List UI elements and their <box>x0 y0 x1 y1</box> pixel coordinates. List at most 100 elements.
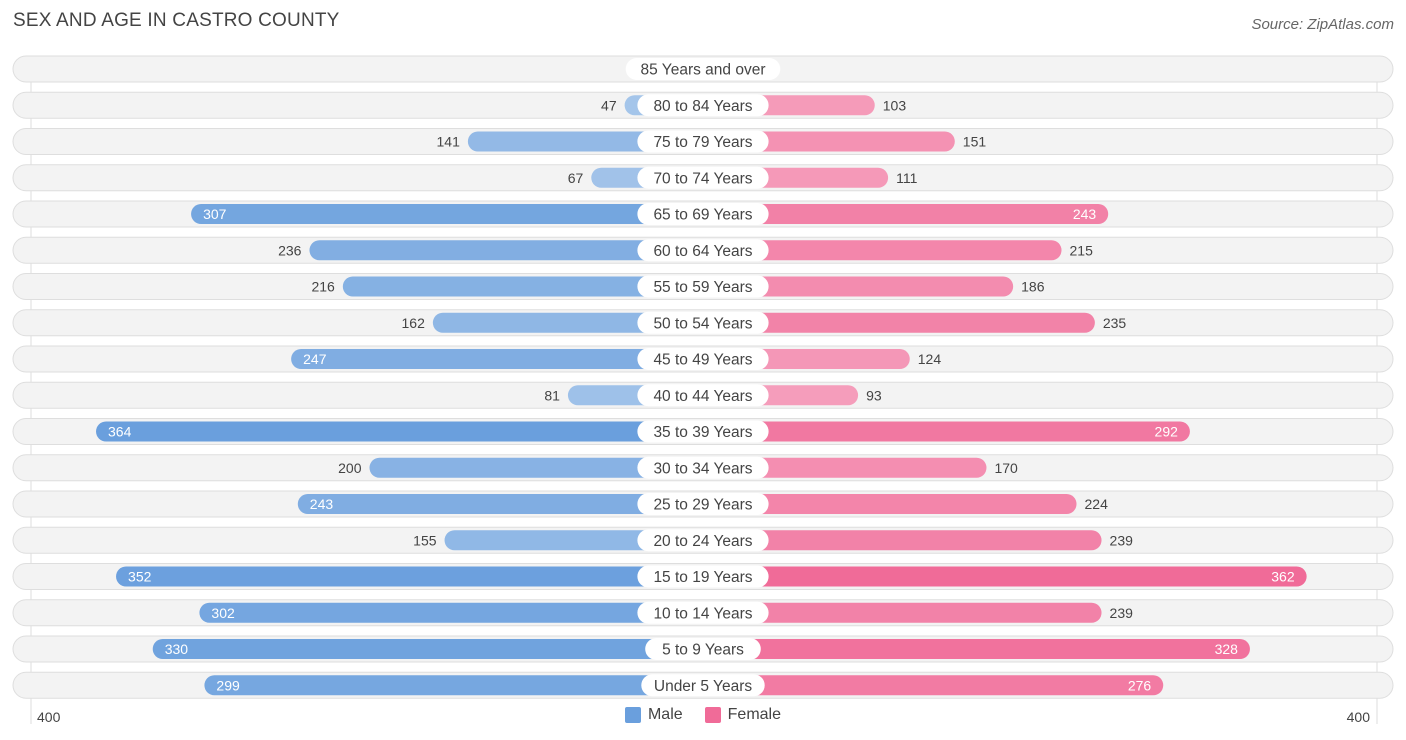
female-bar <box>693 276 1014 297</box>
male-value-label: 81 <box>544 387 560 403</box>
male-value-label: 302 <box>211 605 235 621</box>
female-bar <box>693 530 1102 551</box>
bar-row: 200 170 30 to 34 Years <box>12 454 1394 482</box>
bar-row: 47 103 80 to 84 Years <box>12 91 1394 119</box>
male-bar <box>96 421 713 442</box>
category-label-pill <box>637 130 769 153</box>
male-value-label: 200 <box>338 460 362 476</box>
bar-row: 243 224 25 to 29 Years <box>12 490 1394 518</box>
female-bar <box>693 204 1109 224</box>
bar-row: 247 124 45 to 49 Years <box>12 345 1394 373</box>
female-bar <box>693 494 1077 514</box>
legend-item-male: Male <box>624 706 683 724</box>
male-value-label: 162 <box>402 315 426 331</box>
bar-row: 216 186 55 to 59 Years <box>12 273 1394 300</box>
chart-source: Source: ZipAtlas.com <box>1251 16 1394 33</box>
category-label-pill <box>637 311 769 334</box>
bar-row: 311085 Years and over <box>12 55 1394 83</box>
category-label-pill <box>637 529 769 552</box>
male-bar <box>191 204 713 224</box>
category-label: 65 to 69 Years <box>653 207 752 224</box>
bar-row: 352 362 15 to 19 Years <box>12 563 1394 590</box>
category-label-pill <box>637 348 769 370</box>
legend-label-female: Female <box>727 706 782 723</box>
category-label: 80 to 84 Years <box>653 98 752 115</box>
category-label-pill <box>637 601 769 624</box>
bar-row: 299 276 Under 5 Years <box>12 671 1394 699</box>
category-label-pill <box>637 384 769 407</box>
category-label: 50 to 54 Years <box>653 315 752 332</box>
category-label: 75 to 79 Years <box>653 134 752 151</box>
category-label: 5 to 9 Years <box>662 642 744 659</box>
female-value-label: 243 <box>1073 206 1097 222</box>
male-bar <box>291 349 713 369</box>
female-bar <box>693 421 1190 442</box>
legend-swatch-male <box>624 707 641 723</box>
bar-row: 330 328 5 to 9 Years <box>12 635 1394 663</box>
category-label-pill <box>637 565 769 588</box>
category-label-pill <box>637 275 769 298</box>
category-label-pill <box>637 166 769 189</box>
category-label: 20 to 24 Years <box>653 533 752 550</box>
category-label: 10 to 14 Years <box>653 605 752 622</box>
male-value-label: 141 <box>437 134 461 150</box>
category-label-pill <box>637 94 769 117</box>
male-bar <box>116 566 714 587</box>
female-value-label: 239 <box>1110 605 1134 621</box>
female-bar <box>693 566 1307 587</box>
category-label: 85 Years and over <box>641 62 766 79</box>
legend-item-female: Female <box>704 706 782 724</box>
category-label-pill <box>637 420 769 443</box>
legend-swatch-female <box>704 707 721 723</box>
male-bar <box>369 457 713 478</box>
female-value-label: 239 <box>1110 532 1134 548</box>
female-value-label: 151 <box>963 134 987 150</box>
category-label: 35 to 39 Years <box>653 424 752 441</box>
male-value-label: 299 <box>216 677 240 693</box>
female-value-label: 170 <box>994 460 1018 476</box>
category-label: 30 to 34 Years <box>653 460 752 477</box>
male-value-label: 364 <box>108 424 132 440</box>
bar-row: 307 243 65 to 69 Years <box>12 200 1394 228</box>
male-value-label: 216 <box>311 279 335 295</box>
male-value-label: 352 <box>128 569 152 585</box>
axis-label-left: 400 <box>37 709 61 725</box>
bar-row: 302 239 10 to 14 Years <box>12 599 1394 627</box>
category-label: 55 to 59 Years <box>653 279 752 296</box>
category-label: 15 to 19 Years <box>653 569 752 586</box>
bar-row: 67 111 70 to 74 Years <box>12 164 1394 192</box>
male-value-label: 330 <box>165 641 189 657</box>
male-value-label: 67 <box>568 170 584 186</box>
male-value-label: 155 <box>413 532 437 548</box>
legend-label-male: Male <box>647 706 683 723</box>
bar-row: 236 215 60 to 64 Years <box>12 236 1394 264</box>
category-label: 45 to 49 Years <box>653 352 752 369</box>
female-value-label: 224 <box>1085 496 1109 512</box>
category-label-pill <box>641 674 765 697</box>
category-label: 60 to 64 Years <box>653 243 752 260</box>
male-value-label: 47 <box>601 97 617 113</box>
bar-row: 162 235 50 to 54 Years <box>12 309 1394 337</box>
male-bar <box>204 675 714 696</box>
category-label: 70 to 74 Years <box>653 170 752 187</box>
category-label-pill <box>625 58 781 80</box>
female-value-label: 235 <box>1103 315 1127 331</box>
female-value-label: 103 <box>883 97 907 113</box>
female-value-label: 215 <box>1070 242 1094 258</box>
female-bar <box>693 675 1164 696</box>
female-bar <box>693 639 1250 659</box>
male-bar <box>309 240 713 261</box>
bar-row: 155 239 20 to 24 Years <box>12 526 1394 554</box>
category-label-pill <box>637 456 769 479</box>
female-value-label: 111 <box>896 170 917 186</box>
male-value-label: 236 <box>278 242 302 258</box>
male-value-label: 247 <box>303 351 327 367</box>
male-value-label: 243 <box>310 496 334 512</box>
bar-row: 81 93 40 to 44 Years <box>12 381 1394 409</box>
chart-legend: Male Female <box>0 706 1406 724</box>
category-label-pill <box>645 638 761 660</box>
bar-row: 364 292 35 to 39 Years <box>12 418 1394 445</box>
bar-row: 141 151 75 to 79 Years <box>12 128 1394 155</box>
female-value-label: 93 <box>866 387 882 403</box>
